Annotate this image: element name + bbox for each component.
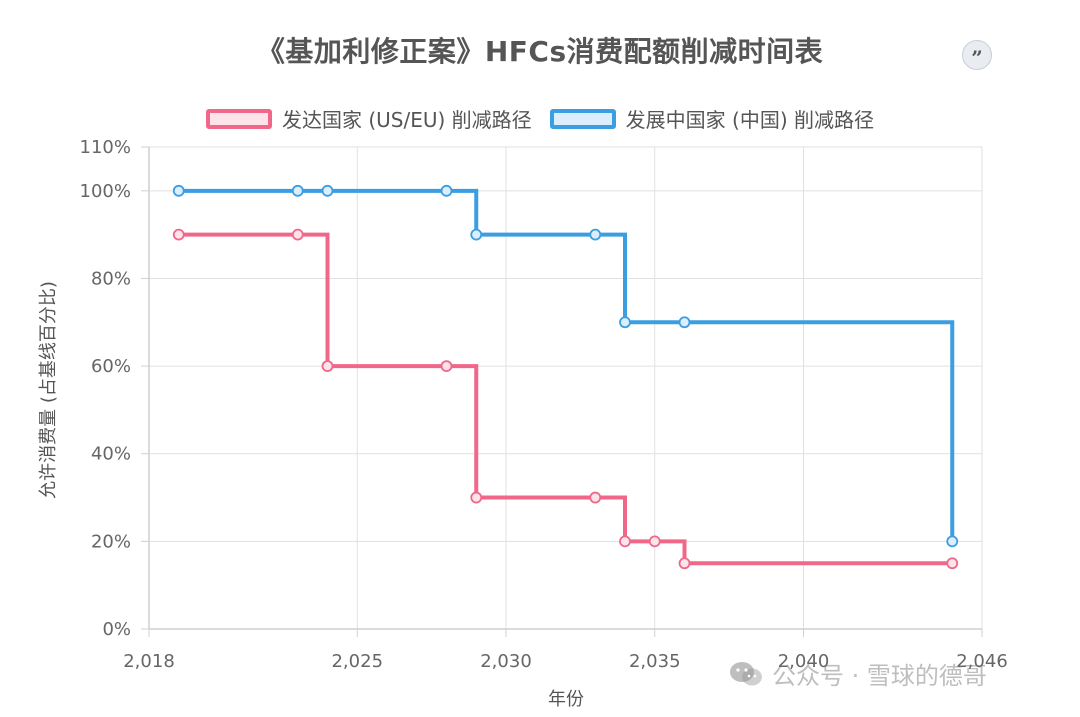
y-tick-label: 100% <box>80 181 131 202</box>
data-point-0 <box>172 228 185 241</box>
data-point-1 <box>291 184 304 197</box>
data-point-0 <box>619 535 631 548</box>
data-point-1 <box>619 316 631 329</box>
data-point-1 <box>589 228 602 241</box>
data-point-0 <box>470 491 483 504</box>
data-point-0 <box>946 557 959 570</box>
data-point-0 <box>440 360 453 372</box>
y-tick-label: 60% <box>91 356 131 377</box>
legend-swatch-developing <box>549 108 616 129</box>
data-point-1 <box>470 228 483 241</box>
x-tick-label: 2,030 <box>480 651 532 672</box>
x-tick-label: 2,025 <box>331 651 383 672</box>
y-axis-label: 允许消费量 (占基线百分比) <box>38 281 59 499</box>
chart-legend: 发达国家 (US/EU) 削减路径 发展中国家 (中国) 削减路径 <box>0 104 1080 133</box>
data-point-1 <box>321 184 334 197</box>
quote-icon[interactable]: ” <box>962 40 992 70</box>
x-tick-label: 2,040 <box>778 651 830 672</box>
x-tick-label: 2,018 <box>123 651 175 672</box>
data-point-0 <box>678 557 691 570</box>
y-tick-label: 80% <box>91 268 131 289</box>
wechat-icon <box>730 661 762 685</box>
chart-title: 《基加利修正案》HFCs消费配额削减时间表 <box>256 35 824 68</box>
data-point-0 <box>291 228 304 241</box>
data-point-0 <box>648 535 661 548</box>
data-point-1 <box>678 316 691 329</box>
data-point-0 <box>589 491 602 504</box>
x-axis-label: 年份 <box>548 689 584 710</box>
watermark: 公众号 · 雪球的德哥 <box>728 656 987 691</box>
watermark-text: 公众号 · 雪球的德哥 <box>772 662 987 690</box>
data-point-1 <box>172 184 185 197</box>
data-point-1 <box>440 184 453 197</box>
series-line-0 <box>178 232 953 566</box>
legend-item-developed[interactable]: 发达国家 (US/EU) 削减路径 <box>206 104 532 133</box>
legend-label-developed: 发达国家 (US/EU) 削减路径 <box>282 108 532 132</box>
x-tick-label: 2,035 <box>629 651 681 672</box>
legend-label-developing: 发展中国家 (中国) 削减路径 <box>625 108 874 132</box>
y-tick-label: 40% <box>91 444 131 465</box>
data-point-1 <box>946 535 959 548</box>
legend-item-developing[interactable]: 发展中国家 (中国) 削减路径 <box>549 104 874 133</box>
legend-swatch-developed <box>206 108 272 129</box>
y-tick-label: 20% <box>91 531 131 552</box>
y-tick-label: 0% <box>102 619 131 640</box>
data-point-0 <box>321 360 334 372</box>
y-tick-label: 110% <box>80 137 131 158</box>
x-tick-label: 2,046 <box>956 651 1008 672</box>
